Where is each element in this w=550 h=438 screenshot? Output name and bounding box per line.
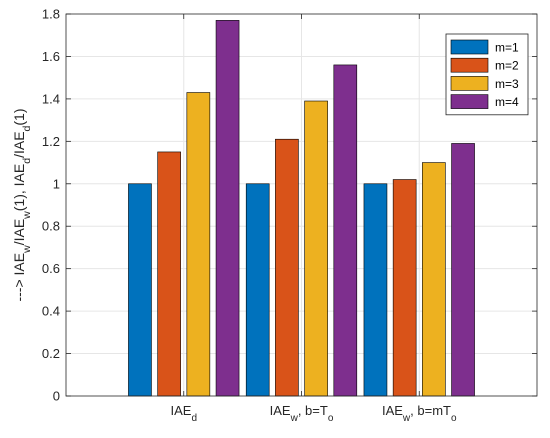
legend-label: m=1: [495, 41, 519, 55]
y-tick-label: 1.2: [42, 134, 60, 149]
y-tick-label: 1.8: [42, 7, 60, 22]
legend-swatch: [450, 57, 489, 73]
x-tick-label: IAEd: [170, 403, 197, 424]
legend: m=1 m=2 m=3 m=4: [445, 33, 529, 116]
legend-label: m=2: [495, 59, 519, 73]
bar-m-3-cat-2: [304, 100, 328, 397]
legend-swatch: [450, 39, 489, 55]
y-axis-ticks: 0 0.2 0.4 0.6 0.8 1 1.2 1.4 1.6 1.8: [42, 7, 537, 404]
y-axis-label: ---> IAEw/IAEw(1), IAEd/IAEd(1): [11, 108, 33, 301]
y-tick-label: 0.8: [42, 219, 60, 234]
y-tick-label: 0: [53, 389, 60, 404]
bar-m-2-cat-2: [275, 138, 299, 397]
y-tick-label: 1.6: [42, 49, 60, 64]
bar-m-4-cat-3: [451, 143, 475, 397]
y-tick-label: 0.4: [42, 304, 60, 319]
bar-m-1-cat-3: [363, 183, 388, 397]
x-tick-label: IAEw, b=To: [270, 403, 334, 424]
y-tick-label: 0.2: [42, 346, 60, 361]
legend-label: m=4: [495, 95, 519, 109]
bar-m-4-cat-2: [333, 64, 358, 397]
bar-m-2-cat-1: [157, 151, 181, 397]
x-axis-ticks: IAEd IAEw, b=To IAEw, b=mTo: [170, 14, 457, 424]
legend-swatch: [450, 94, 489, 109]
legend-label: m=3: [495, 77, 519, 91]
legend-swatch: [450, 76, 489, 91]
bar-m-1-cat-1: [128, 183, 152, 397]
y-tick-label: 1.4: [42, 91, 60, 106]
bar-m-2-cat-3: [392, 179, 417, 397]
bar-m-4-cat-1: [215, 20, 240, 397]
bar-m-3-cat-1: [186, 92, 211, 397]
y-tick-label: 0.6: [42, 261, 60, 276]
bar-m-3-cat-3: [422, 162, 446, 397]
y-tick-label: 1: [53, 176, 60, 191]
x-tick-label: IAEw, b=mTo: [382, 403, 457, 424]
bar-m-1-cat-2: [245, 183, 270, 397]
